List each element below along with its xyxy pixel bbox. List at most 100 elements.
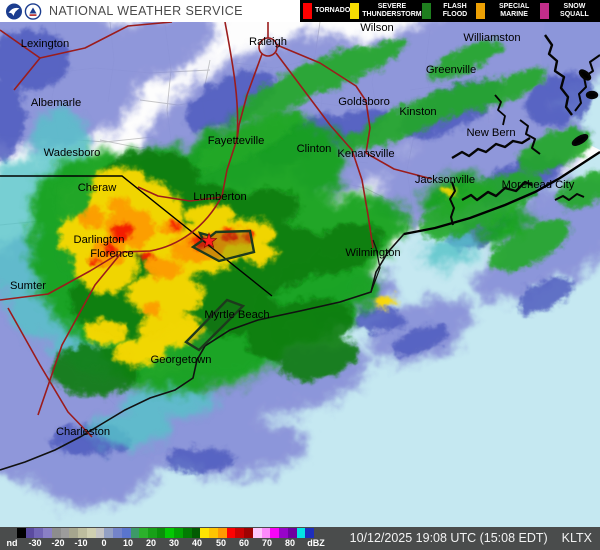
legend-item-snow-squall: SNOW SQUALL — [539, 2, 597, 19]
barrier-islands — [403, 150, 600, 236]
header-branding: NATIONAL WEATHER SERVICE — [0, 0, 300, 22]
colorbar-segment — [235, 528, 245, 538]
legend-item-tornado: TORNADO — [303, 3, 350, 19]
colorbar-segment — [252, 528, 262, 538]
colorbar-tick: 30 — [168, 538, 180, 548]
city-label-florence: Florence — [90, 248, 134, 260]
legend-label: SPECIAL MARINE — [498, 2, 530, 18]
colorbar-segment — [287, 528, 297, 538]
red-star-marker-icon — [200, 232, 218, 249]
city-label-cheraw: Cheraw — [78, 182, 117, 194]
colorbar-segment — [165, 528, 175, 538]
city-label-myrtle-beach: Myrtle Beach — [204, 309, 269, 321]
colorbar-segment — [51, 528, 61, 538]
city-label-raleigh: Raleigh — [249, 36, 287, 48]
city-label-wadesboro: Wadesboro — [44, 147, 101, 159]
colorbar-segment — [261, 528, 271, 538]
legend-item-special-marine: SPECIAL MARINE — [476, 3, 540, 19]
city-label-charleston: Charleston — [56, 426, 110, 438]
city-label-new-bern: New Bern — [466, 127, 515, 139]
colorbar-segment — [86, 528, 96, 538]
city-label-darlington: Darlington — [74, 234, 125, 246]
colorbar-tick: dBZ — [307, 538, 325, 548]
city-label-wilson: Wilson — [360, 22, 394, 34]
city-label-kinston: Kinston — [399, 106, 436, 118]
warning-legend: TORNADO SEVERE THUNDERSTORM FLASH FLOOD SPE… — [300, 0, 600, 22]
city-label-jacksonville: Jacksonville — [415, 174, 475, 186]
colorbar-segment — [139, 528, 149, 538]
colorbar-segment — [104, 528, 114, 538]
colorbar-segment — [305, 528, 314, 538]
legend-swatch — [539, 3, 549, 19]
colorbar-segment — [43, 528, 52, 538]
colorbar-segment — [156, 528, 166, 538]
radar-map[interactable]: Lexington Raleigh Wilson Williamston Greenvi… — [0, 22, 600, 527]
city-label-clinton: Clinton — [297, 143, 332, 155]
agency-logos — [6, 2, 42, 20]
city-label-albemarle: Albemarle — [31, 97, 81, 109]
city-label-greenville: Greenville — [426, 64, 476, 76]
echo-group — [90, 222, 255, 266]
colorbar-segment — [191, 528, 201, 538]
legend-label: SEVERE THUNDERSTORM — [362, 2, 422, 18]
legend-swatch — [303, 3, 312, 19]
colorbar-segment — [200, 528, 210, 538]
city-label-morehead-city: Morehead City — [502, 179, 575, 191]
colorbar-tick: nd — [6, 538, 18, 548]
status-bar: nd -30 -20 -10 0 10 20 30 40 50 60 70 80 dBZ 10/12/20… — [0, 527, 600, 550]
cape-fear-river — [370, 239, 381, 293]
city-label-lumberton: Lumberton — [193, 191, 247, 203]
timestamp-text: 10/12/2025 19:08 UTC (15:08 EDT) — [349, 531, 548, 545]
legend-item-severe-thunderstorm: SEVERE THUNDERSTORM — [350, 2, 422, 19]
colorbar-segment — [226, 528, 236, 538]
city-label-lexington: Lexington — [21, 38, 70, 50]
city-label-georgetown: Georgetown — [151, 354, 212, 366]
city-labels-layer: Lexington Raleigh Wilson Williamston Greenvi… — [10, 22, 575, 438]
echo-group — [195, 37, 600, 272]
colorbar-segment — [217, 528, 227, 538]
colorbar-tick: 80 — [284, 538, 296, 548]
noaa-logo-icon — [6, 3, 22, 19]
colorbar-segment — [270, 528, 280, 538]
colorbar-tick: -10 — [74, 538, 88, 548]
marine-warning-polygon — [184, 298, 246, 352]
colorbar-tick: -30 — [28, 538, 42, 548]
colorbar-segment — [95, 528, 105, 538]
colorbar-segment — [17, 528, 26, 538]
colorbar-tick: 20 — [145, 538, 157, 548]
city-label-fayetteville: Fayetteville — [208, 135, 265, 147]
nws-logo-icon — [24, 2, 42, 20]
colorbar-segment — [174, 528, 183, 538]
colorbar-segment — [60, 528, 70, 538]
colorbar-segment — [113, 528, 122, 538]
colorbar-segment — [78, 528, 87, 538]
colorbar-segment — [34, 528, 44, 538]
legend-label: TORNADO — [315, 6, 351, 14]
city-label-wilmington: Wilmington — [345, 247, 400, 259]
colorbar-tick: 40 — [191, 538, 203, 548]
city-label-williamston: Williamston — [463, 32, 520, 44]
legend-item-flash-flood: FLASH FLOOD — [421, 2, 477, 19]
city-label-kenansville: Kenansville — [337, 148, 394, 160]
colorbar-tick: 0 — [101, 538, 107, 548]
highways-layer — [0, 22, 433, 438]
legend-swatch — [350, 3, 360, 19]
city-label-sumter: Sumter — [10, 280, 46, 292]
legend-label: FLASH FLOOD — [442, 2, 468, 18]
colorbar-segment — [244, 528, 253, 538]
colorbar-tick: 70 — [261, 538, 273, 548]
colorbar-tick: 10 — [122, 538, 134, 548]
timestamp: 10/12/2025 19:08 UTC (15:08 EDT) KLTX — [350, 531, 592, 545]
legend-label: SNOW SQUALL — [560, 2, 589, 18]
city-label-goldsboro: Goldsboro — [338, 96, 390, 108]
colorbar-tick: -20 — [51, 538, 65, 548]
colorbar-segment — [130, 528, 140, 538]
colorbar-segment — [69, 528, 79, 538]
legend-swatch — [476, 3, 486, 19]
estuary-rivers — [449, 34, 600, 226]
radar-map-canvas[interactable]: Lexington Raleigh Wilson Williamston Greenvi… — [0, 22, 600, 527]
state-boundary — [0, 175, 273, 297]
colorbar-tick: 60 — [238, 538, 250, 548]
colorbar-segment — [209, 528, 218, 538]
